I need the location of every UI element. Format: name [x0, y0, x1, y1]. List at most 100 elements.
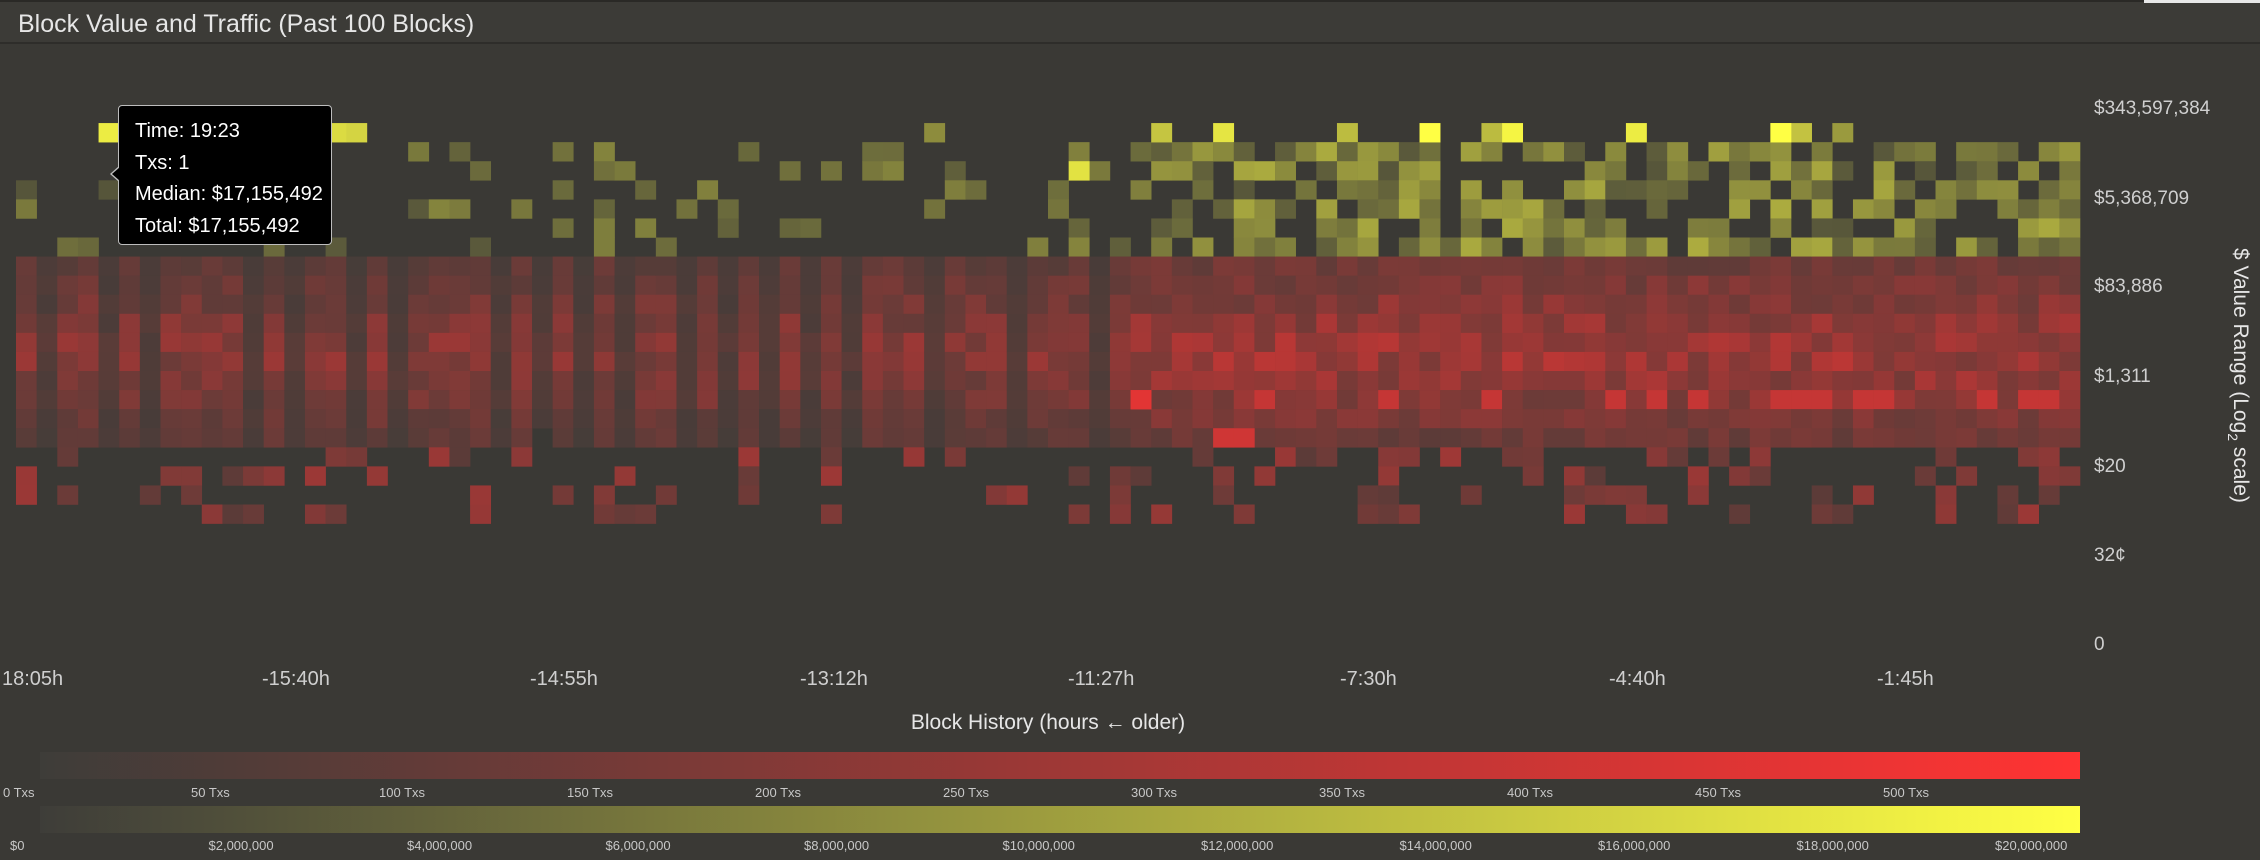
heatmap-cell[interactable]	[717, 332, 739, 353]
heatmap-cell[interactable]	[1440, 256, 1462, 276]
heatmap-cell[interactable]	[1295, 275, 1317, 296]
heatmap-cell[interactable]	[1564, 256, 1585, 276]
heatmap-cell[interactable]	[36, 275, 58, 296]
heatmap-cell[interactable]	[2038, 447, 2060, 467]
heatmap-cell[interactable]	[1729, 504, 1751, 524]
heatmap-cell[interactable]	[1914, 466, 1936, 486]
heatmap-cell[interactable]	[346, 409, 368, 429]
heatmap-cell[interactable]	[944, 447, 966, 467]
heatmap-cell[interactable]	[1460, 199, 1482, 219]
heatmap-cell[interactable]	[532, 275, 553, 296]
heatmap-cell[interactable]	[1192, 294, 1214, 315]
heatmap-cell[interactable]	[1791, 123, 1812, 143]
heatmap-cell[interactable]	[428, 409, 450, 429]
heatmap-cell[interactable]	[1357, 180, 1379, 200]
heatmap-cell[interactable]	[1006, 371, 1028, 391]
heatmap-cell[interactable]	[1254, 466, 1276, 486]
heatmap-cell[interactable]	[181, 371, 203, 391]
heatmap-cell[interactable]	[160, 390, 182, 410]
heatmap-cell[interactable]	[1109, 428, 1131, 448]
heatmap-cell[interactable]	[1770, 428, 1792, 448]
heatmap-cell[interactable]	[1894, 237, 1916, 257]
heatmap-cell[interactable]	[882, 351, 904, 372]
heatmap-cell[interactable]	[882, 142, 904, 162]
heatmap-cell[interactable]	[1749, 390, 1771, 410]
heatmap-cell[interactable]	[1027, 237, 1049, 257]
heatmap-cell[interactable]	[1233, 390, 1255, 410]
heatmap-cell[interactable]	[57, 428, 79, 448]
heatmap-cell[interactable]	[1708, 313, 1730, 334]
heatmap-cell[interactable]	[841, 390, 863, 410]
heatmap-cell[interactable]	[820, 351, 842, 372]
heatmap-cell[interactable]	[738, 409, 760, 429]
heatmap-cell[interactable]	[1068, 142, 1090, 162]
heatmap-cell[interactable]	[1357, 504, 1379, 524]
heatmap-cell[interactable]	[139, 332, 161, 353]
heatmap-cell[interactable]	[924, 332, 946, 353]
heatmap-cell[interactable]	[1749, 313, 1771, 334]
heatmap-cell[interactable]	[284, 313, 306, 334]
heatmap-cell[interactable]	[57, 275, 79, 296]
heatmap-cell[interactable]	[944, 351, 966, 372]
heatmap-cell[interactable]	[325, 351, 347, 372]
heatmap-cell[interactable]	[655, 313, 677, 334]
heatmap-cell[interactable]	[1171, 332, 1193, 353]
heatmap-cell[interactable]	[593, 504, 615, 524]
heatmap-cell[interactable]	[201, 371, 223, 391]
heatmap-cell[interactable]	[1275, 409, 1296, 429]
heatmap-cell[interactable]	[820, 332, 842, 353]
heatmap-cell[interactable]	[1336, 275, 1358, 296]
heatmap-cell[interactable]	[1151, 504, 1173, 524]
heatmap-cell[interactable]	[1440, 313, 1462, 334]
heatmap-cell[interactable]	[882, 428, 904, 448]
heatmap-cell[interactable]	[882, 371, 904, 391]
heatmap-cell[interactable]	[1708, 332, 1730, 353]
heatmap-cell[interactable]	[779, 313, 801, 334]
heatmap-cell[interactable]	[882, 409, 904, 429]
heatmap-cell[interactable]	[738, 142, 760, 162]
heatmap-cell[interactable]	[1584, 466, 1606, 486]
heatmap-cell-highlight[interactable]	[1233, 428, 1255, 448]
heatmap-cell[interactable]	[1398, 332, 1420, 353]
heatmap-cell[interactable]	[2059, 275, 2081, 296]
heatmap-cell[interactable]	[1811, 180, 1833, 200]
heatmap-cell[interactable]	[263, 332, 285, 353]
heatmap-cell[interactable]	[1027, 256, 1049, 276]
heatmap-cell[interactable]	[1625, 428, 1647, 448]
heatmap-cell[interactable]	[2018, 294, 2040, 315]
heatmap-cell[interactable]	[1151, 351, 1173, 372]
heatmap-cell[interactable]	[1398, 237, 1420, 257]
heatmap-cell[interactable]	[1811, 199, 1833, 219]
heatmap-cell[interactable]	[1316, 351, 1338, 372]
heatmap-cell[interactable]	[635, 351, 657, 372]
heatmap-cell[interactable]	[1873, 332, 1895, 353]
heatmap-cell[interactable]	[1316, 428, 1338, 448]
heatmap-cell-highlight[interactable]	[1068, 161, 1090, 181]
heatmap-cell[interactable]	[1481, 313, 1503, 334]
heatmap-cell[interactable]	[552, 351, 574, 372]
heatmap-cell[interactable]	[263, 390, 285, 410]
heatmap-cell[interactable]	[759, 313, 780, 334]
heatmap-cell[interactable]	[882, 332, 904, 353]
heatmap-cell[interactable]	[1275, 237, 1296, 257]
heatmap-cell[interactable]	[1336, 180, 1358, 200]
heatmap-cell[interactable]	[1006, 332, 1028, 353]
heatmap-cell[interactable]	[1646, 351, 1668, 372]
heatmap-cell[interactable]	[1729, 351, 1751, 372]
heatmap-cell[interactable]	[1213, 371, 1235, 391]
heatmap-cell[interactable]	[1976, 294, 1998, 315]
heatmap-cell[interactable]	[1522, 390, 1544, 410]
heatmap-cell[interactable]	[1378, 428, 1400, 448]
heatmap-cell[interactable]	[1522, 332, 1544, 353]
heatmap-cell[interactable]	[1460, 332, 1482, 353]
heatmap-cell[interactable]	[284, 409, 306, 429]
heatmap-cell[interactable]	[325, 332, 347, 353]
heatmap-cell[interactable]	[1440, 332, 1462, 353]
heatmap-cell[interactable]	[449, 351, 471, 372]
heatmap-cell[interactable]	[1729, 142, 1751, 162]
heatmap-cell[interactable]	[593, 294, 615, 315]
heatmap-cell[interactable]	[1729, 466, 1751, 486]
heatmap-cell[interactable]	[1646, 142, 1668, 162]
heatmap-cell[interactable]	[428, 256, 450, 276]
heatmap-cell[interactable]	[1481, 409, 1503, 429]
